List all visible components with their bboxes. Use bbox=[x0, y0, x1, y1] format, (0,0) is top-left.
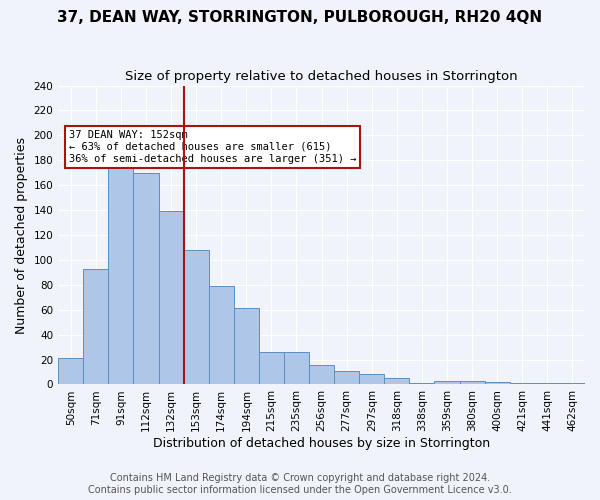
Title: Size of property relative to detached houses in Storrington: Size of property relative to detached ho… bbox=[125, 70, 518, 83]
Bar bbox=[535, 383, 560, 384]
Bar bbox=[83, 268, 109, 384]
Bar bbox=[259, 352, 284, 384]
Bar bbox=[460, 380, 485, 384]
Bar bbox=[359, 374, 385, 384]
Bar bbox=[284, 352, 309, 384]
Bar bbox=[133, 172, 158, 384]
Bar bbox=[184, 250, 209, 384]
Text: Contains HM Land Registry data © Crown copyright and database right 2024.
Contai: Contains HM Land Registry data © Crown c… bbox=[88, 474, 512, 495]
Bar bbox=[209, 286, 234, 384]
Bar bbox=[434, 380, 460, 384]
Bar bbox=[234, 308, 259, 384]
Bar bbox=[58, 358, 83, 384]
Bar bbox=[560, 383, 585, 384]
Bar bbox=[334, 371, 359, 384]
Bar bbox=[309, 364, 334, 384]
Bar bbox=[385, 378, 409, 384]
Bar bbox=[510, 383, 535, 384]
Bar bbox=[409, 383, 434, 384]
Text: 37, DEAN WAY, STORRINGTON, PULBOROUGH, RH20 4QN: 37, DEAN WAY, STORRINGTON, PULBOROUGH, R… bbox=[58, 10, 542, 25]
Y-axis label: Number of detached properties: Number of detached properties bbox=[15, 136, 28, 334]
Bar bbox=[109, 133, 133, 384]
Bar bbox=[485, 382, 510, 384]
Text: 37 DEAN WAY: 152sqm
← 63% of detached houses are smaller (615)
36% of semi-detac: 37 DEAN WAY: 152sqm ← 63% of detached ho… bbox=[69, 130, 356, 164]
Bar bbox=[158, 212, 184, 384]
X-axis label: Distribution of detached houses by size in Storrington: Distribution of detached houses by size … bbox=[153, 437, 490, 450]
